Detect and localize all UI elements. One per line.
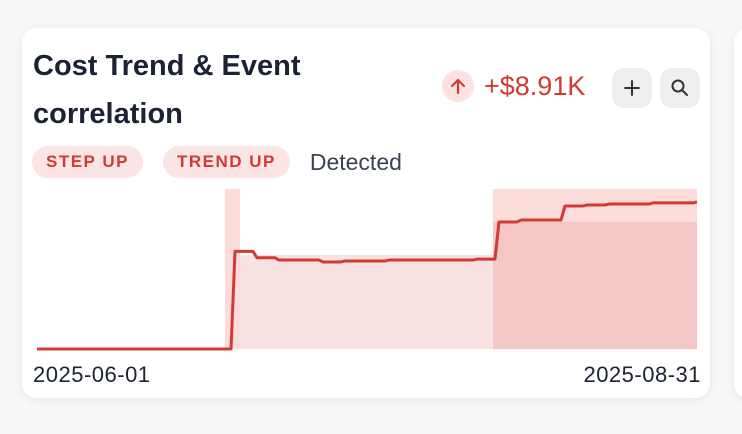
- cost-line: [37, 200, 698, 351]
- plus-icon: [624, 80, 640, 96]
- card-title: Cost Trend & Event correlation: [33, 50, 301, 130]
- badges: STEP UP TREND UP Detected: [32, 146, 402, 178]
- add-button[interactable]: [612, 68, 652, 108]
- search-button[interactable]: [660, 68, 700, 108]
- event-region: [225, 189, 240, 349]
- x-tick-label: 2025-08-31: [583, 362, 701, 387]
- delta: +$8.91K: [442, 70, 585, 102]
- status: Detected: [309, 148, 402, 175]
- x-tick-label: 2025-06-01: [33, 362, 151, 387]
- up-icon: [442, 70, 474, 102]
- event-region: [493, 222, 697, 349]
- search-icon: [671, 79, 688, 96]
- event-region: [240, 255, 493, 349]
- next-card: [734, 28, 742, 398]
- badge: TREND UP: [162, 146, 290, 178]
- badge: STEP UP: [32, 146, 143, 178]
- arrow: [450, 78, 466, 95]
- delta-value: +$8.91K: [484, 70, 586, 101]
